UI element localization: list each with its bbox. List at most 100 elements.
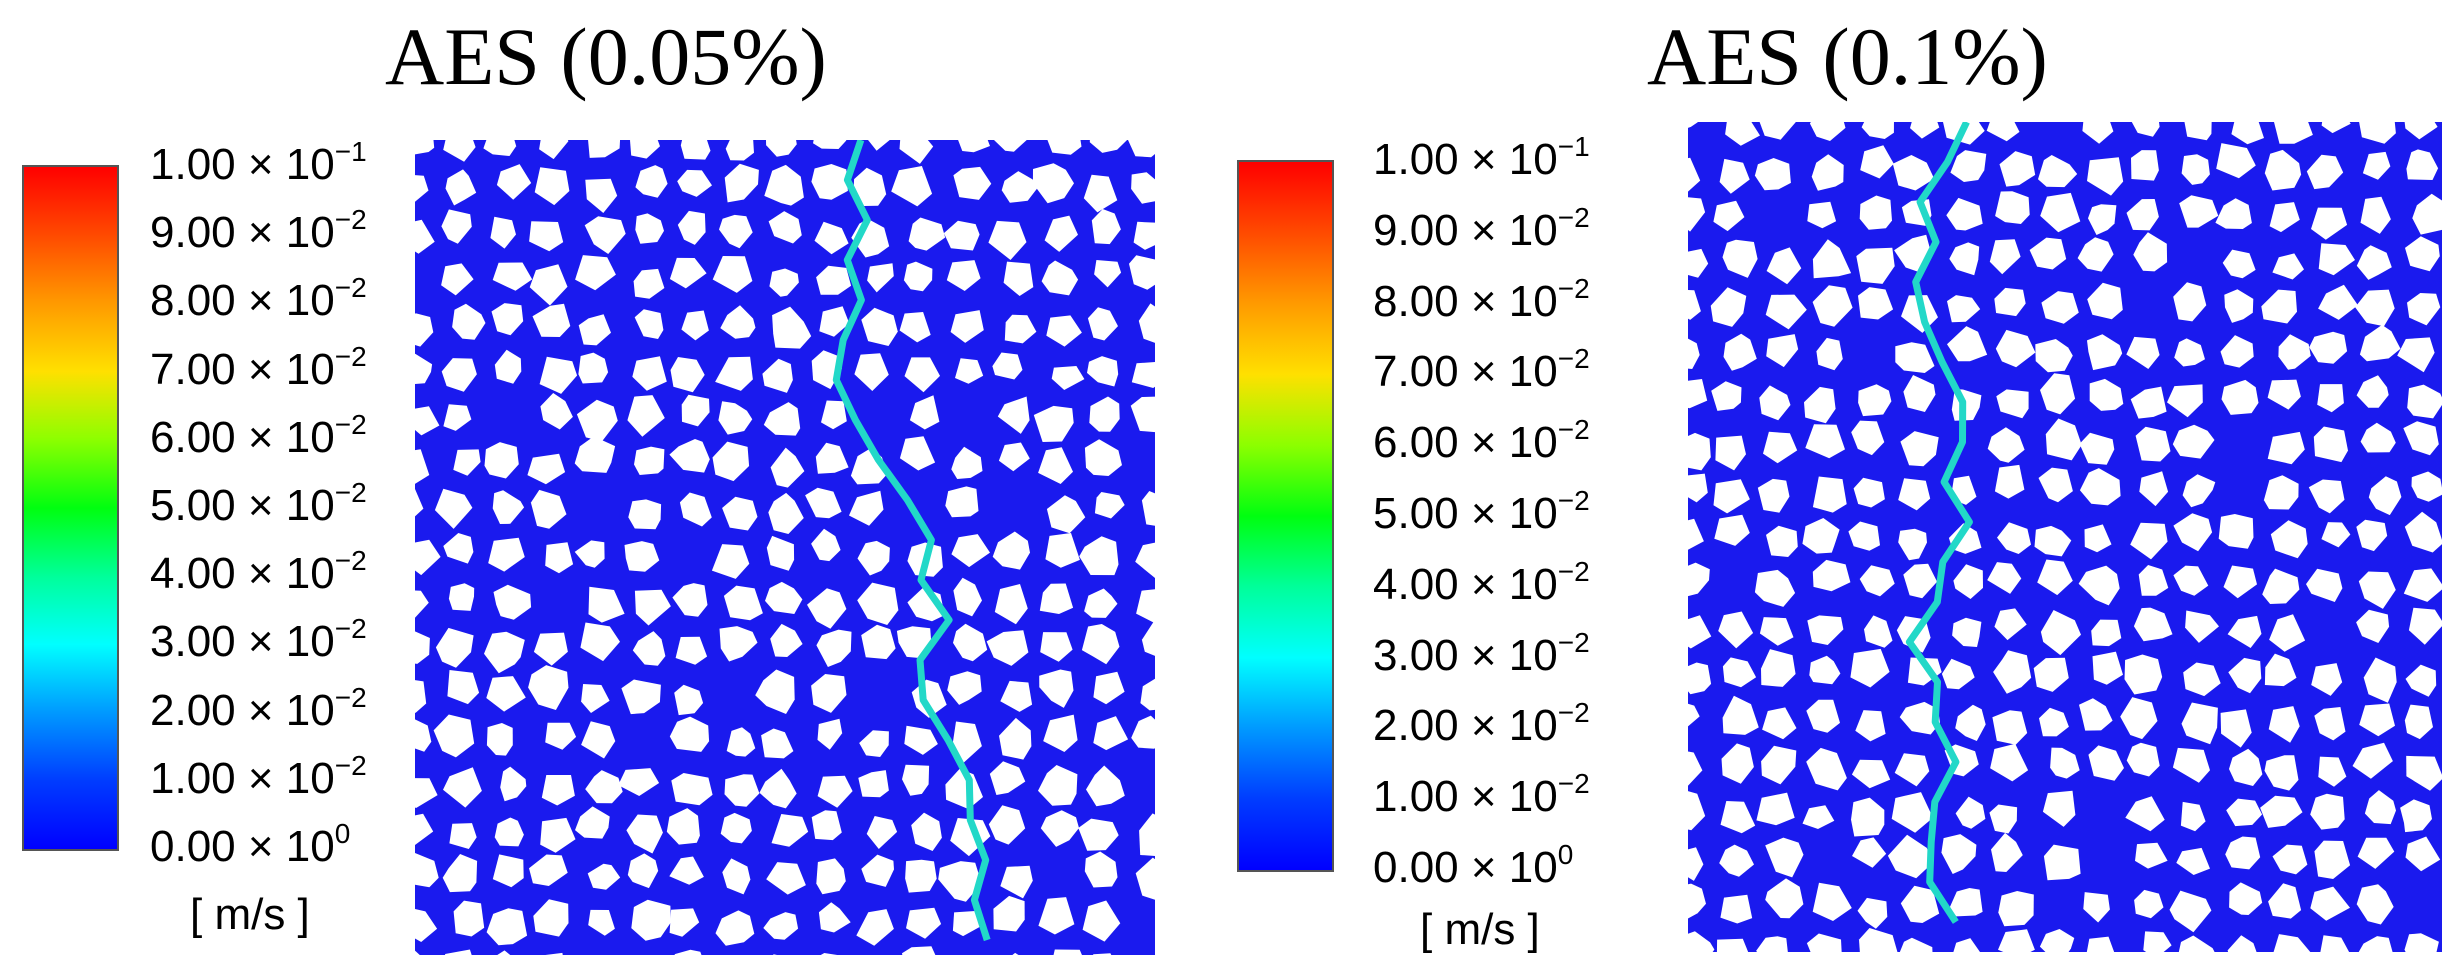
solid-grain <box>415 406 440 436</box>
solid-grain <box>1718 611 1754 649</box>
colorbar-tick-label: 1.00 × 10−2 <box>1373 770 1590 822</box>
solid-grain <box>1807 201 1837 229</box>
solid-grain <box>1761 745 1797 785</box>
solid-grain <box>724 774 760 807</box>
solid-grain <box>415 219 435 254</box>
solid-grain <box>1802 518 1840 554</box>
solid-grain <box>1766 525 1798 557</box>
solid-grain <box>2272 253 2304 280</box>
solid-grain <box>681 394 710 427</box>
solid-grain <box>952 721 982 764</box>
solid-grain <box>2133 232 2168 272</box>
tick-times-ten: × 10 <box>235 344 335 394</box>
tick-exponent: −2 <box>1557 555 1590 587</box>
solid-grain <box>2359 122 2396 144</box>
solid-grain <box>997 396 1030 434</box>
solid-grain <box>1713 200 1745 232</box>
solid-grain <box>2397 337 2435 373</box>
colorbar-tick-label: 4.00 × 10−2 <box>150 547 367 599</box>
solid-grain <box>2309 331 2348 364</box>
solid-grain <box>911 812 942 851</box>
solid-grain <box>1094 492 1125 519</box>
pore-network-svg <box>415 140 1155 955</box>
colorbar-tick-label: 1.00 × 10−2 <box>150 751 367 804</box>
colorbar-tick-label: 7.00 × 10−2 <box>1373 345 1590 397</box>
solid-grain <box>2092 651 2123 685</box>
solid-grain <box>950 818 991 857</box>
velocity-field-image <box>415 140 1155 955</box>
solid-grain <box>2089 378 2124 411</box>
solid-grain <box>1047 140 1082 155</box>
solid-grain <box>2405 836 2441 872</box>
solid-grain <box>1765 294 1807 330</box>
solid-grain <box>2400 799 2432 833</box>
solid-grain <box>899 312 931 343</box>
solid-grain <box>415 449 430 484</box>
solid-grain <box>1850 648 1890 688</box>
solid-grain <box>2368 476 2402 516</box>
solid-grain <box>1996 389 2029 419</box>
solid-grain <box>811 810 842 841</box>
solid-grain <box>1688 847 1704 881</box>
solid-grain <box>1953 564 1983 599</box>
solid-grain <box>415 719 432 752</box>
solid-grain <box>904 725 938 755</box>
solid-grain <box>938 861 982 902</box>
solid-grain <box>1994 608 2027 641</box>
solid-grain <box>1044 215 1078 252</box>
solid-grain <box>2167 384 2203 418</box>
solid-grain <box>575 255 616 291</box>
solid-grain <box>578 314 611 346</box>
solid-grain <box>1895 342 1935 373</box>
solid-grain <box>770 623 803 657</box>
solid-grain <box>989 761 1026 795</box>
solid-grain <box>1812 882 1852 921</box>
solid-grain <box>903 261 933 292</box>
colorbar-tick-label: 4.00 × 10−2 <box>1373 557 1590 610</box>
solid-grain <box>1994 464 2025 499</box>
solid-grain <box>681 310 709 341</box>
solid-grain <box>2263 475 2299 510</box>
solid-grain <box>2317 384 2344 413</box>
solid-grain <box>861 854 894 887</box>
solid-grain <box>1898 478 1931 511</box>
solid-grain <box>1809 122 1846 141</box>
solid-grain <box>1089 396 1120 432</box>
solid-grain <box>634 309 664 339</box>
solid-grain <box>2050 747 2080 779</box>
tick-times-ten: × 10 <box>235 276 335 326</box>
colorbar-tick-label: 5.00 × 10−2 <box>1373 487 1590 539</box>
solid-grain <box>986 630 1029 666</box>
solid-grain <box>1688 751 1703 786</box>
solid-grain <box>2180 801 2206 832</box>
solid-grain <box>441 358 477 392</box>
solid-grain <box>2042 790 2076 827</box>
solid-grain <box>2139 471 2169 507</box>
solid-grain <box>2314 707 2346 741</box>
colorbar-tick-label: 0.00 × 100 <box>150 820 350 872</box>
solid-grain <box>1892 155 1935 191</box>
solid-grain <box>2356 884 2394 925</box>
solid-grain <box>2228 657 2262 694</box>
solid-grain <box>585 770 623 804</box>
solid-grain <box>1812 239 1852 279</box>
solid-grain <box>486 723 513 756</box>
solid-grain <box>2264 653 2297 687</box>
solid-grain <box>811 528 841 562</box>
solid-grain <box>2321 522 2351 548</box>
solid-grain <box>1756 792 1795 826</box>
solid-grain <box>2215 198 2252 229</box>
solid-grain <box>1858 287 1894 320</box>
tick-times-ten: × 10 <box>235 685 335 735</box>
tick-mantissa: 9.00 <box>150 208 236 258</box>
tick-times-ten: × 10 <box>1458 135 1558 184</box>
solid-grain <box>493 584 532 620</box>
tick-exponent: −2 <box>334 340 367 372</box>
solid-grain <box>1804 386 1836 424</box>
solid-grain <box>2404 511 2442 553</box>
solid-grain <box>677 169 712 197</box>
solid-grain <box>2356 519 2388 552</box>
solid-grain <box>540 393 573 430</box>
solid-grain <box>545 542 574 574</box>
solid-grain <box>415 950 420 955</box>
